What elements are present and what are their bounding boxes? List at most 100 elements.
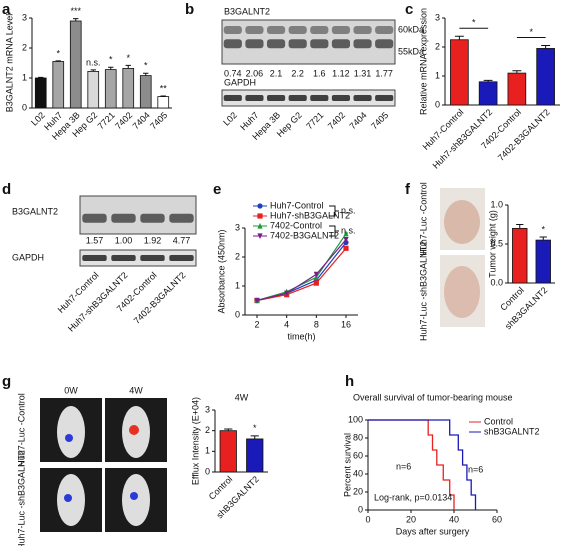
y-tick-label: 0 (205, 466, 210, 476)
band (331, 26, 351, 34)
mouse-photos (440, 188, 485, 327)
x-tick-label: 7402-B3GALNT2 (496, 107, 552, 163)
error-bar (250, 435, 259, 439)
bar (512, 227, 528, 284)
blot-quant: 1.57 (86, 235, 104, 245)
y-tick-label: 0 (358, 504, 363, 514)
lane-label: L02 (221, 110, 239, 128)
y-axis-label: Relative mRNA expression (418, 8, 428, 115)
signal (129, 425, 139, 435)
band (223, 26, 242, 34)
y-tick-label: 0.0 (490, 277, 503, 287)
bar (104, 69, 117, 109)
x-tick-label: 7402 (113, 110, 134, 131)
x-tick-label: 7721 (96, 110, 117, 131)
signal (130, 492, 138, 500)
y-tick-label: 60 (353, 450, 363, 460)
bar (450, 39, 469, 106)
x-tick-label: 4 (284, 319, 289, 329)
band (353, 26, 372, 34)
y-tick-label: 20 (353, 486, 363, 496)
significance: n.s. (341, 205, 356, 215)
signal (65, 434, 73, 442)
size-marker: 60kDa (398, 24, 424, 34)
band (353, 95, 372, 101)
band (245, 95, 264, 101)
marker (257, 222, 263, 229)
blot-quant: 1.12 (332, 68, 350, 78)
y-tick-label: 40 (353, 468, 363, 478)
legend-label: Control (484, 416, 513, 426)
bar (536, 48, 555, 106)
bar (122, 68, 135, 109)
y-tick-label: 1 (22, 72, 27, 82)
survival-curve (368, 419, 455, 510)
y-tick-label: 1 (235, 280, 240, 290)
blot-quant: 2.2 (291, 68, 304, 78)
band (266, 39, 286, 49)
x-tick-label: shB3GALNT2 (503, 285, 549, 331)
y-tick-label: 3 (205, 404, 210, 414)
significance: * (126, 53, 130, 63)
blot (221, 89, 396, 107)
bar (219, 430, 237, 473)
band (375, 39, 394, 49)
x-tick-label: 7405 (148, 110, 169, 131)
y-tick-label: 2 (205, 425, 210, 435)
y-axis-label: B3GALNT2 mRNA Level (4, 14, 14, 113)
bracket (329, 225, 339, 237)
band (266, 26, 286, 34)
size-marker: 55kDa (398, 46, 424, 56)
significance: n.s. (86, 57, 101, 67)
y-tick-label: 100 (348, 414, 363, 424)
lane-label: 7402-B3GALNT2 (132, 270, 188, 326)
error-bar (541, 45, 551, 49)
x-axis-label: Days after surgery (396, 526, 470, 536)
error-bar (160, 95, 166, 97)
significance: * (56, 48, 60, 58)
panel-label: a (2, 1, 11, 18)
marker (313, 280, 319, 286)
x-tick-label: 2 (254, 319, 259, 329)
y-axis-label: Percent survival (342, 433, 352, 497)
y-tick-label: 0 (435, 99, 440, 109)
error-bar (539, 236, 547, 241)
lane-label: 7405 (369, 110, 390, 131)
band (266, 95, 286, 101)
legend-label: 7402-B3GALNT2 (270, 230, 339, 240)
band (245, 39, 264, 49)
y-tick-label: 3 (435, 12, 440, 22)
legend-label: Huh7-shB3GALNT2 (270, 210, 350, 220)
error-bar (143, 72, 149, 76)
marker (343, 237, 349, 243)
panel-label: c (405, 1, 413, 18)
significance: * (109, 55, 113, 65)
annotation: Log-rank, p=0.0134 (374, 492, 452, 502)
bar (34, 77, 47, 109)
band (82, 255, 107, 261)
legend-label: 7402-Control (270, 220, 322, 230)
blot-loading: GAPDH (12, 252, 44, 262)
y-tick-label: 2 (22, 42, 27, 52)
error-bar (55, 60, 61, 62)
marker (257, 203, 263, 209)
survival-curve (368, 419, 477, 510)
blot-target: B3GALNT2 (224, 6, 270, 16)
band (140, 213, 165, 223)
band (288, 26, 307, 34)
x-tick-label: 60 (492, 514, 502, 524)
chart-title: 4W (235, 392, 249, 402)
x-tick-label: 8 (314, 319, 319, 329)
bar (139, 75, 152, 109)
bar (157, 96, 170, 109)
significance: *** (70, 6, 81, 16)
y-tick-label: 1.0 (490, 199, 503, 209)
marker (313, 271, 319, 278)
significance: * (541, 224, 545, 234)
blot-loading: GAPDH (224, 77, 256, 87)
x-axis-label: time(h) (287, 331, 315, 341)
band (310, 39, 329, 49)
bar (69, 20, 82, 109)
band (82, 213, 107, 223)
band (310, 95, 329, 101)
